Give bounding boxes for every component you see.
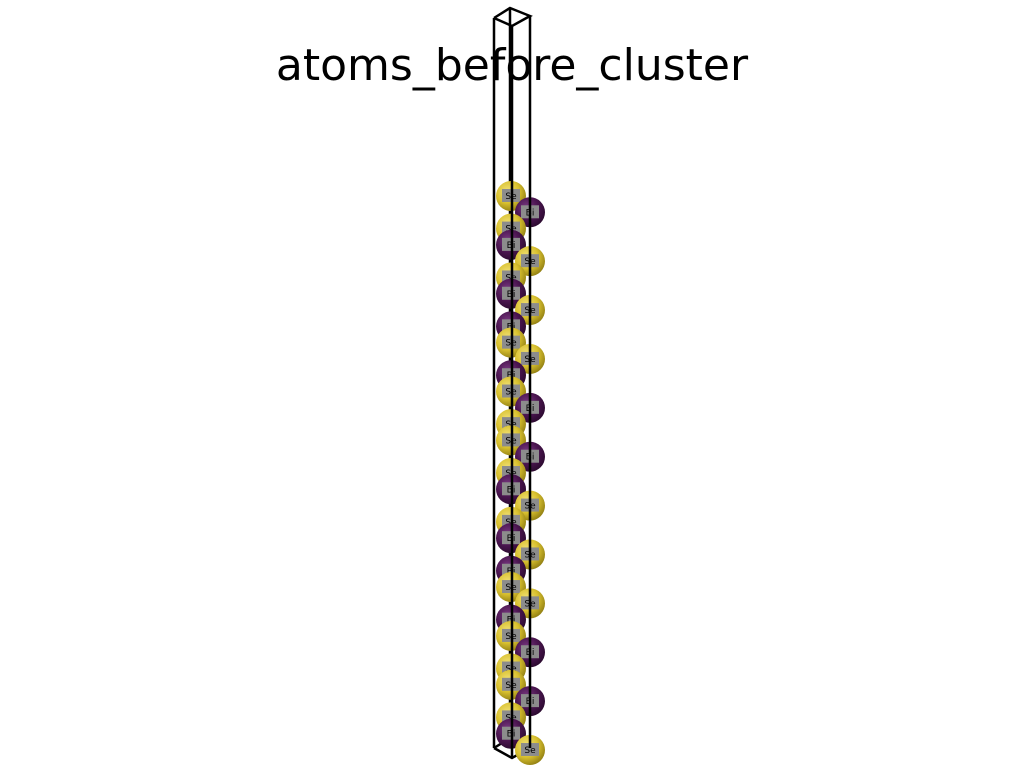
atoms-layer: SeBiSeBiSeSeBiSeBiSeSeBiSeBiSeSeBiSeBiSe…: [496, 181, 545, 765]
unit-cell-front-edges: [493, 6, 533, 758]
atom-label: Se: [524, 746, 536, 756]
atom-label-box: [521, 743, 539, 756]
atom-se: Se: [515, 735, 545, 765]
cell-top-rim: [493, 6, 533, 28]
